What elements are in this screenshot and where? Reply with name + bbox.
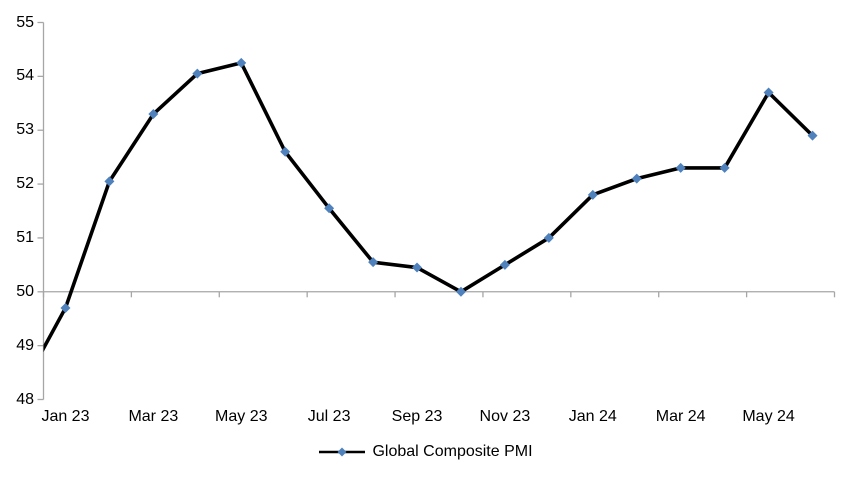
data-point-marker [675, 162, 686, 173]
x-axis-label: Jul 23 [307, 408, 351, 425]
y-axis-label: 51 [16, 228, 34, 246]
x-axis-label: Nov 23 [479, 408, 531, 425]
data-point-marker [104, 176, 115, 187]
x-axis-label: Jan 24 [568, 408, 617, 425]
data-point-marker [455, 286, 466, 297]
data-point-marker [192, 68, 203, 79]
y-axis-label: 55 [16, 13, 34, 31]
data-point-marker [807, 130, 818, 141]
data-point-marker [631, 173, 642, 184]
data-point-marker [324, 203, 335, 214]
y-axis-label: 53 [16, 121, 34, 139]
chart-legend: Global Composite PMI [0, 442, 852, 462]
legend-label: Global Composite PMI [372, 443, 533, 460]
x-axis-label: Mar 24 [655, 408, 706, 425]
y-axis-label: 52 [16, 175, 34, 193]
data-point-marker [60, 302, 71, 313]
y-axis-label: 49 [16, 336, 34, 354]
y-axis-label: 50 [16, 282, 34, 300]
data-point-marker [236, 57, 247, 68]
data-point-marker [148, 109, 159, 120]
data-point-marker [499, 259, 510, 270]
data-point-marker [368, 257, 379, 268]
x-axis-label: Jan 23 [41, 408, 90, 425]
x-axis-label: May 24 [742, 408, 795, 425]
legend-line-marker-icon [319, 447, 366, 457]
data-point-marker [412, 262, 423, 273]
x-axis-label: Sep 23 [391, 408, 443, 425]
pmi-series-line [43, 61, 815, 353]
y-axis-label: 54 [16, 67, 34, 85]
x-axis-label: May 23 [215, 408, 268, 425]
data-point-marker [719, 162, 730, 173]
x-axis-label: Mar 23 [128, 408, 179, 425]
data-point-marker [587, 189, 598, 200]
data-point-marker [763, 87, 774, 98]
data-point-marker [543, 232, 554, 243]
y-axis-label: 48 [16, 390, 34, 408]
data-point-marker [280, 146, 291, 157]
